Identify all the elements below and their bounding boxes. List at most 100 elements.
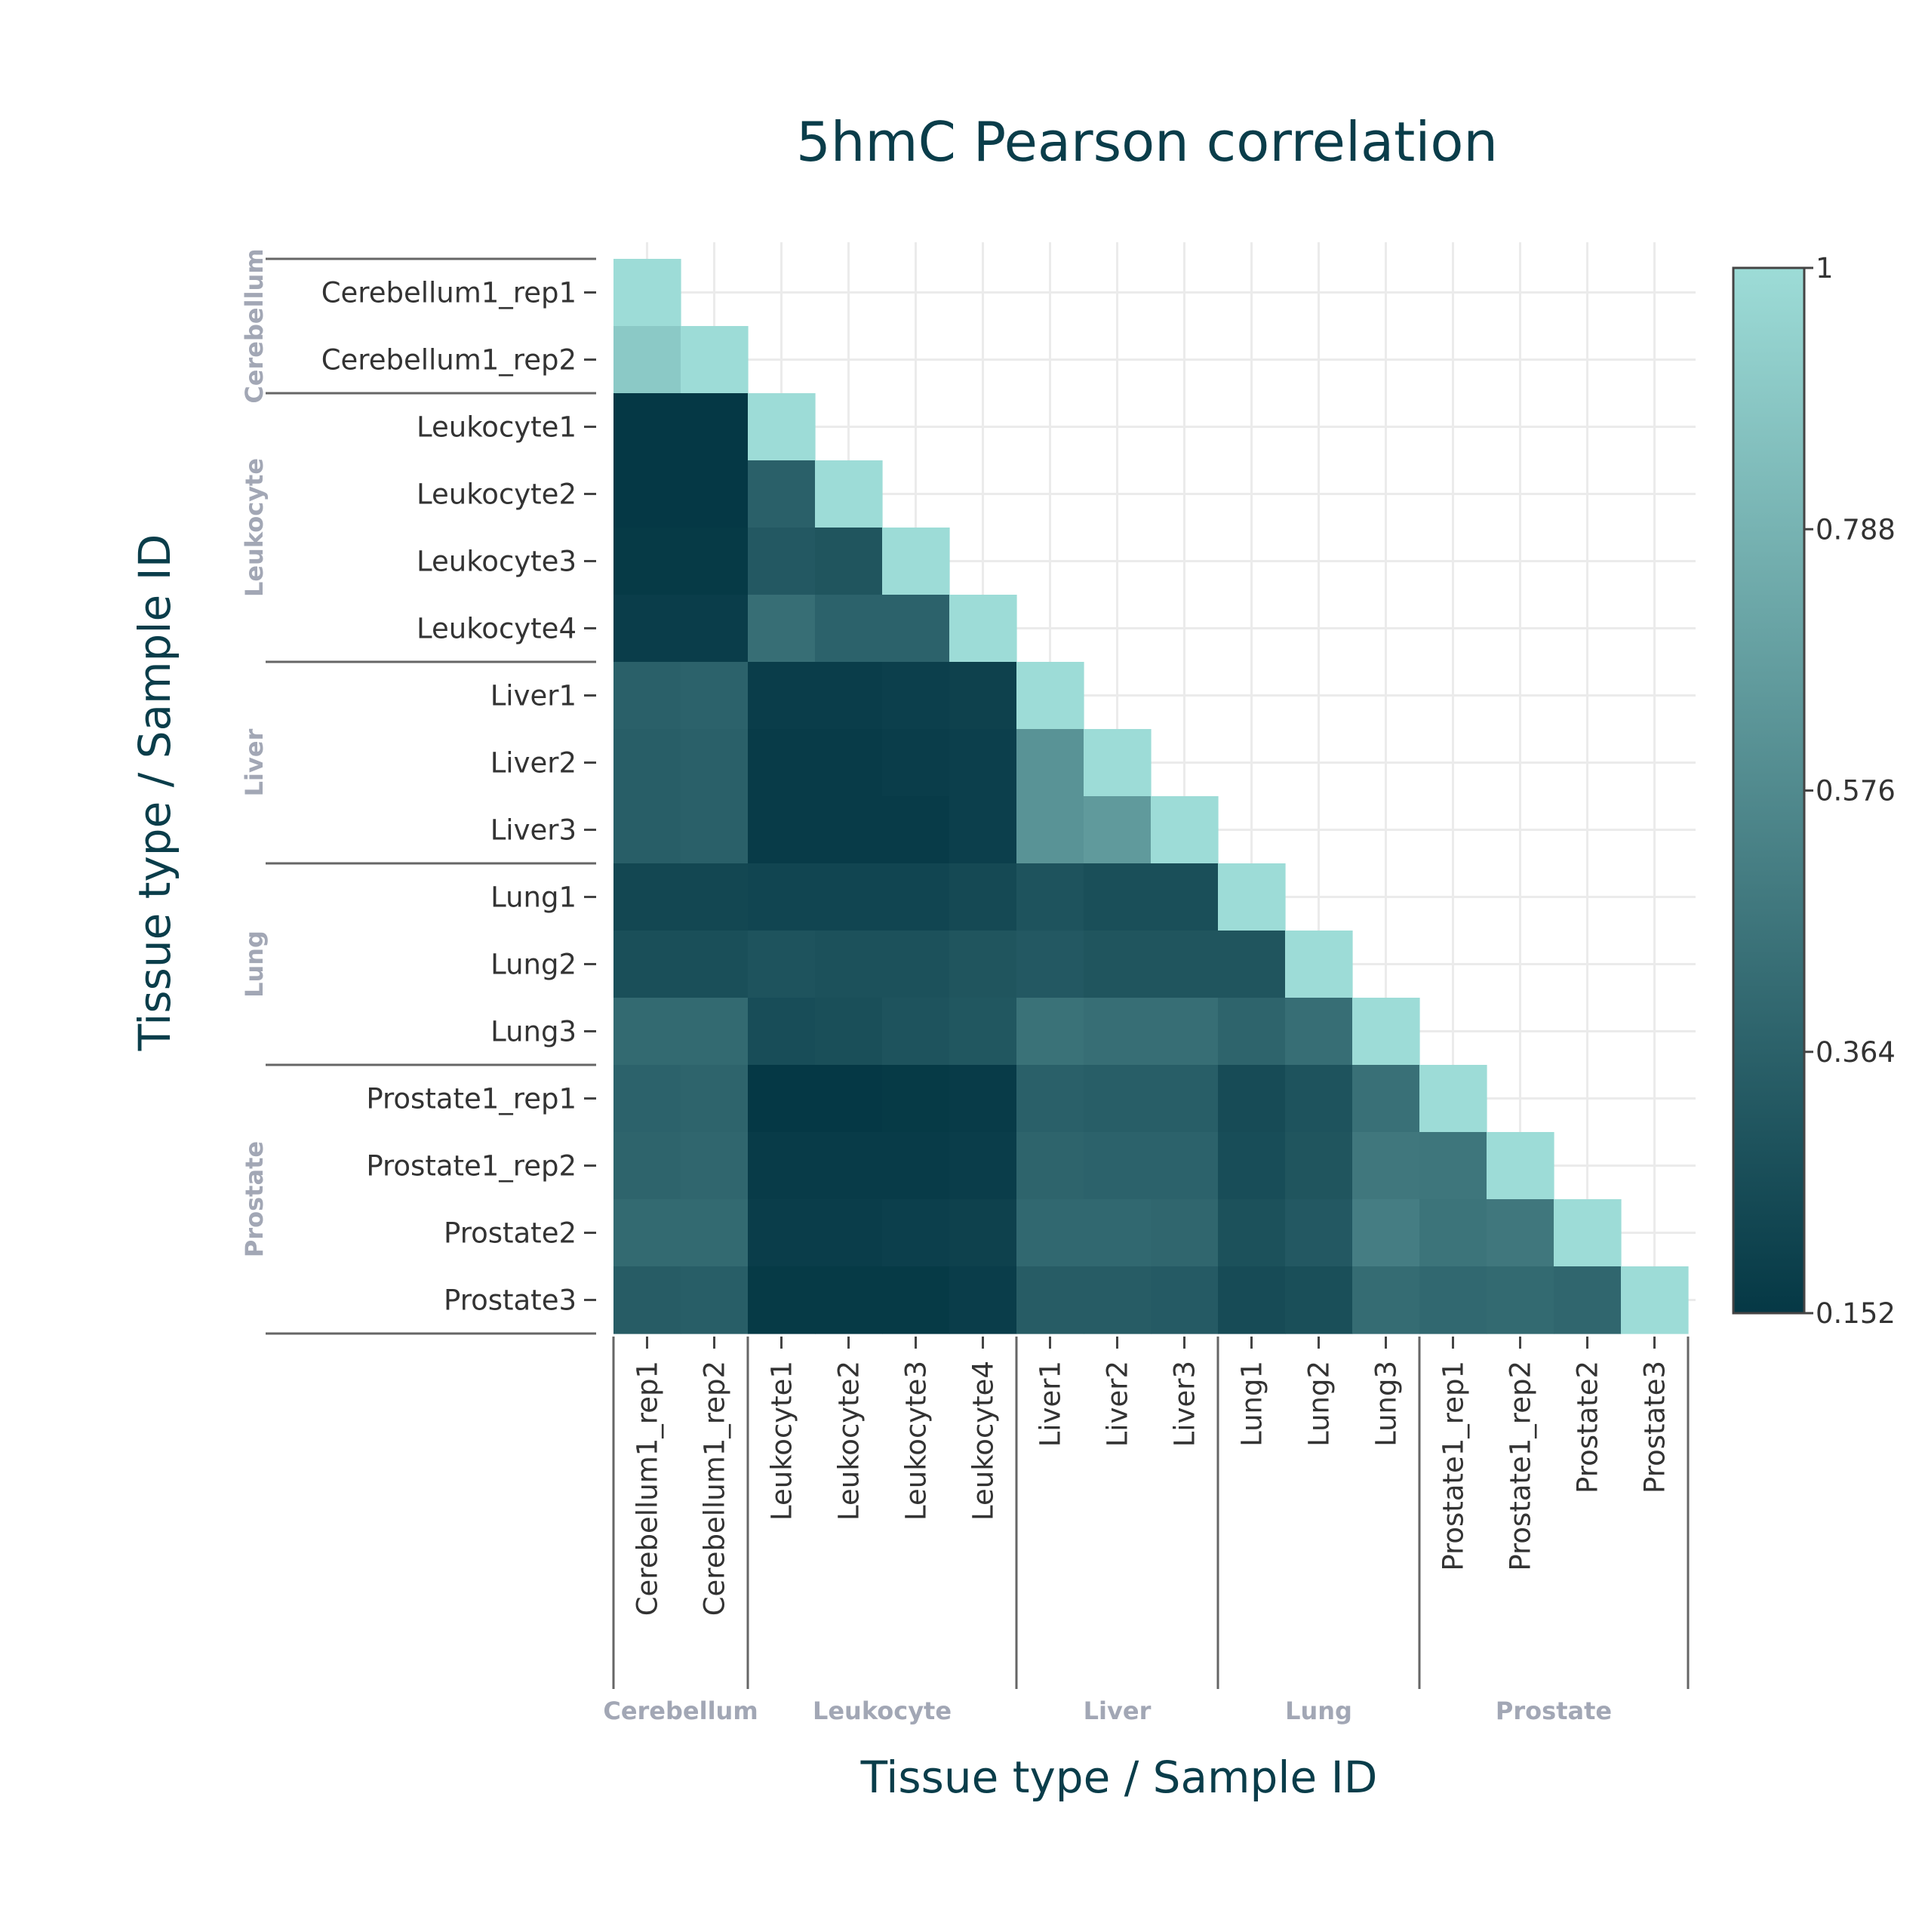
heatmap-cell: [815, 1065, 883, 1133]
x-tick-label: Liver1: [1035, 1361, 1067, 1447]
heatmap-cell: [1419, 1065, 1487, 1133]
heatmap-cell: [949, 931, 1017, 998]
heatmap-cell: [949, 998, 1017, 1066]
x-tick-label: Leukocyte3: [900, 1361, 933, 1521]
x-axis-title: Tissue type / Sample ID: [860, 1752, 1378, 1803]
y-tick-label: Prostate3: [444, 1284, 577, 1317]
heatmap-cell: [1016, 1065, 1084, 1133]
heatmap-cell: [1151, 931, 1219, 998]
heatmap-cell: [815, 729, 883, 797]
heatmap-cell: [815, 1132, 883, 1200]
heatmap-cell: [1151, 1132, 1219, 1200]
x-tick-label: Prostate2: [1572, 1361, 1604, 1494]
y-tick-label: Lung3: [490, 1016, 577, 1048]
heatmap-cell: [1554, 1199, 1622, 1267]
heatmap-cell: [1285, 998, 1353, 1066]
heatmap-cell: [613, 863, 681, 931]
heatmap-cell: [748, 1065, 816, 1133]
heatmap-cell: [949, 729, 1017, 797]
heatmap-cell: [748, 998, 816, 1066]
y-tick-label: Prostate1_rep1: [366, 1083, 577, 1115]
heatmap-cell: [613, 393, 681, 461]
y-tick-label: Leukocyte1: [417, 411, 577, 444]
heatmap-cell: [1352, 1065, 1420, 1133]
heatmap-cell: [1016, 1132, 1084, 1200]
heatmap-cell: [1016, 1266, 1084, 1334]
heatmap-cell: [681, 729, 749, 797]
colorbar-tick-label: 0.576: [1816, 775, 1896, 808]
x-group-label: Liver: [1084, 1697, 1152, 1725]
heatmap-cell: [1151, 1199, 1219, 1267]
heatmap-cell: [1352, 1266, 1420, 1334]
heatmap-cell: [1285, 931, 1353, 998]
heatmap-cell: [1151, 863, 1219, 931]
heatmap-cell: [1016, 1199, 1084, 1267]
heatmap-cell: [1218, 1199, 1286, 1267]
x-tick-label: Lung2: [1303, 1361, 1336, 1447]
y-tick-label: Prostate2: [444, 1217, 577, 1250]
x-axis: Cerebellum1_rep1 Cerebellum1_rep2 Leukocyt…: [632, 1337, 1671, 1616]
heatmap-cell: [681, 595, 749, 663]
x-tick-label: Prostate1_rep2: [1505, 1361, 1537, 1571]
heatmap-cell: [1084, 1132, 1152, 1200]
heatmap-cell: [815, 595, 883, 663]
x-group-label: Lung: [1285, 1697, 1352, 1725]
x-group-label: Prostate: [1496, 1697, 1612, 1725]
colorbar-tick-label: 0.788: [1816, 513, 1896, 546]
x-axis-groups: Cerebellum Leukocyte Liver Lung Prostate: [603, 1337, 1690, 1725]
colorbar-tick-label: 0.364: [1816, 1036, 1896, 1069]
x-tick-label: Prostate3: [1639, 1361, 1671, 1494]
heatmap-cell: [949, 1065, 1017, 1133]
heatmap-cell: [748, 931, 816, 998]
y-tick-label: Lung1: [490, 881, 577, 914]
y-tick-label: Cerebellum1_rep1: [321, 277, 577, 309]
heatmap-cell: [1084, 863, 1152, 931]
heatmap-cell: [681, 662, 749, 730]
heatmap-cell: [1218, 1266, 1286, 1334]
x-group-label: Cerebellum: [603, 1697, 758, 1725]
heatmap-cell: [613, 1199, 681, 1267]
colorbar: 1 0.788 0.576 0.364 0.152: [1732, 252, 1896, 1330]
y-group-label: Prostate: [240, 1141, 269, 1257]
heatmap-cell: [613, 931, 681, 998]
heatmap-cell: [1151, 1266, 1219, 1334]
y-group-label: Leukocyte: [240, 458, 269, 597]
heatmap-cell: [613, 528, 681, 595]
y-axis-groups: Cerebellum Leukocyte Liver Lung Prostate: [240, 248, 596, 1335]
heatmap-cell: [949, 1199, 1017, 1267]
heatmap-cells: [613, 259, 1689, 1334]
heatmap-cell: [1419, 1266, 1487, 1334]
heatmap-cell: [949, 1132, 1017, 1200]
heatmap-cell: [1151, 1065, 1219, 1133]
heatmap-cell: [613, 1266, 681, 1334]
colorbar-tick-label: 1: [1816, 252, 1834, 285]
heatmap-cell: [1352, 998, 1420, 1066]
heatmap-cell: [882, 1132, 950, 1200]
heatmap-cell: [748, 528, 816, 595]
heatmap-cell: [815, 931, 883, 998]
x-tick-label: Liver3: [1169, 1361, 1201, 1447]
y-axis-title: Tissue type / Sample ID: [129, 534, 180, 1052]
heatmap-cell: [748, 796, 816, 864]
x-tick-label: Leukocyte1: [766, 1361, 798, 1521]
heatmap-cell: [815, 460, 883, 528]
heatmap-cell: [882, 1065, 950, 1133]
colorbar-tick-label: 0.152: [1816, 1297, 1896, 1330]
heatmap-cell: [613, 729, 681, 797]
heatmap-cell: [748, 863, 816, 931]
heatmap-cell: [882, 863, 950, 931]
heatmap-cell: [1352, 1199, 1420, 1267]
heatmap-cell: [882, 796, 950, 864]
y-group-label: Liver: [240, 728, 269, 796]
heatmap-cell: [681, 1065, 749, 1133]
heatmap-cell: [1285, 1199, 1353, 1267]
heatmap-cell: [949, 863, 1017, 931]
x-tick-label: Lung1: [1236, 1361, 1268, 1447]
y-group-label: Cerebellum: [240, 248, 269, 403]
x-tick-label: Cerebellum1_rep1: [632, 1361, 664, 1616]
heatmap-cell: [1285, 1065, 1353, 1133]
heatmap-cell: [1285, 1266, 1353, 1334]
heatmap-cell: [949, 796, 1017, 864]
y-tick-label: Liver3: [490, 814, 577, 847]
heatmap-cell: [613, 460, 681, 528]
